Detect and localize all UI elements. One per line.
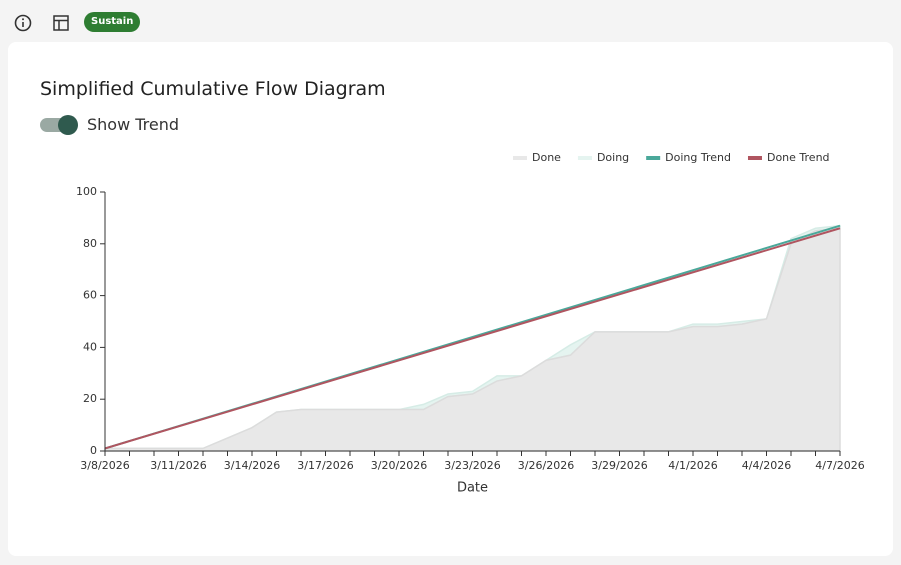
legend-label: Done Trend [767, 151, 830, 164]
table-icon[interactable] [51, 13, 71, 33]
x-tick-label: 4/1/2026 [668, 459, 717, 472]
x-tick-label: 4/7/2026 [815, 459, 864, 472]
toggle-label: Show Trend [87, 115, 180, 134]
y-tick-label: 40 [83, 340, 97, 353]
y-tick-label: 20 [83, 392, 97, 405]
badge[interactable]: Sustain [84, 12, 141, 32]
legend-swatch [577, 156, 592, 160]
y-tick-label: 100 [76, 185, 97, 198]
toggle-knob [58, 115, 78, 135]
y-tick-label: 0 [90, 444, 97, 457]
x-tick-label: 3/29/2026 [591, 459, 647, 472]
card: Simplified Cumulative Flow Diagram Show … [8, 42, 893, 556]
x-tick-label: 3/8/2026 [80, 459, 129, 472]
info-icon[interactable] [13, 13, 33, 33]
chart: 0 20 40 60 80 100 3/8/2026 3/11/2026 3/14/2026 3/… [76, 151, 865, 496]
legend-swatch [513, 156, 527, 160]
x-tick-label: 3/26/2026 [518, 459, 574, 472]
x-tick-label: 3/20/2026 [371, 459, 427, 472]
y-tick-label: 80 [83, 237, 97, 250]
y-tick-label: 60 [83, 289, 97, 302]
x-tick-label: 3/17/2026 [297, 459, 353, 472]
legend-label: Done [532, 151, 561, 164]
panel-title: Simplified Cumulative Flow Diagram [40, 78, 386, 100]
x-axis-label: Date [457, 481, 488, 496]
trend-line [104, 227, 841, 450]
legend-label: Doing [597, 151, 629, 164]
x-tick-label: 3/14/2026 [224, 459, 280, 472]
legend-label: Doing Trend [665, 151, 731, 164]
legend-swatch [646, 156, 661, 160]
x-tick-label: 3/23/2026 [444, 459, 500, 472]
x-tick-label: 4/4/2026 [742, 459, 791, 472]
toggle[interactable] [40, 115, 78, 135]
legend-swatch [747, 156, 762, 160]
x-tick-label: 3/11/2026 [150, 459, 206, 472]
